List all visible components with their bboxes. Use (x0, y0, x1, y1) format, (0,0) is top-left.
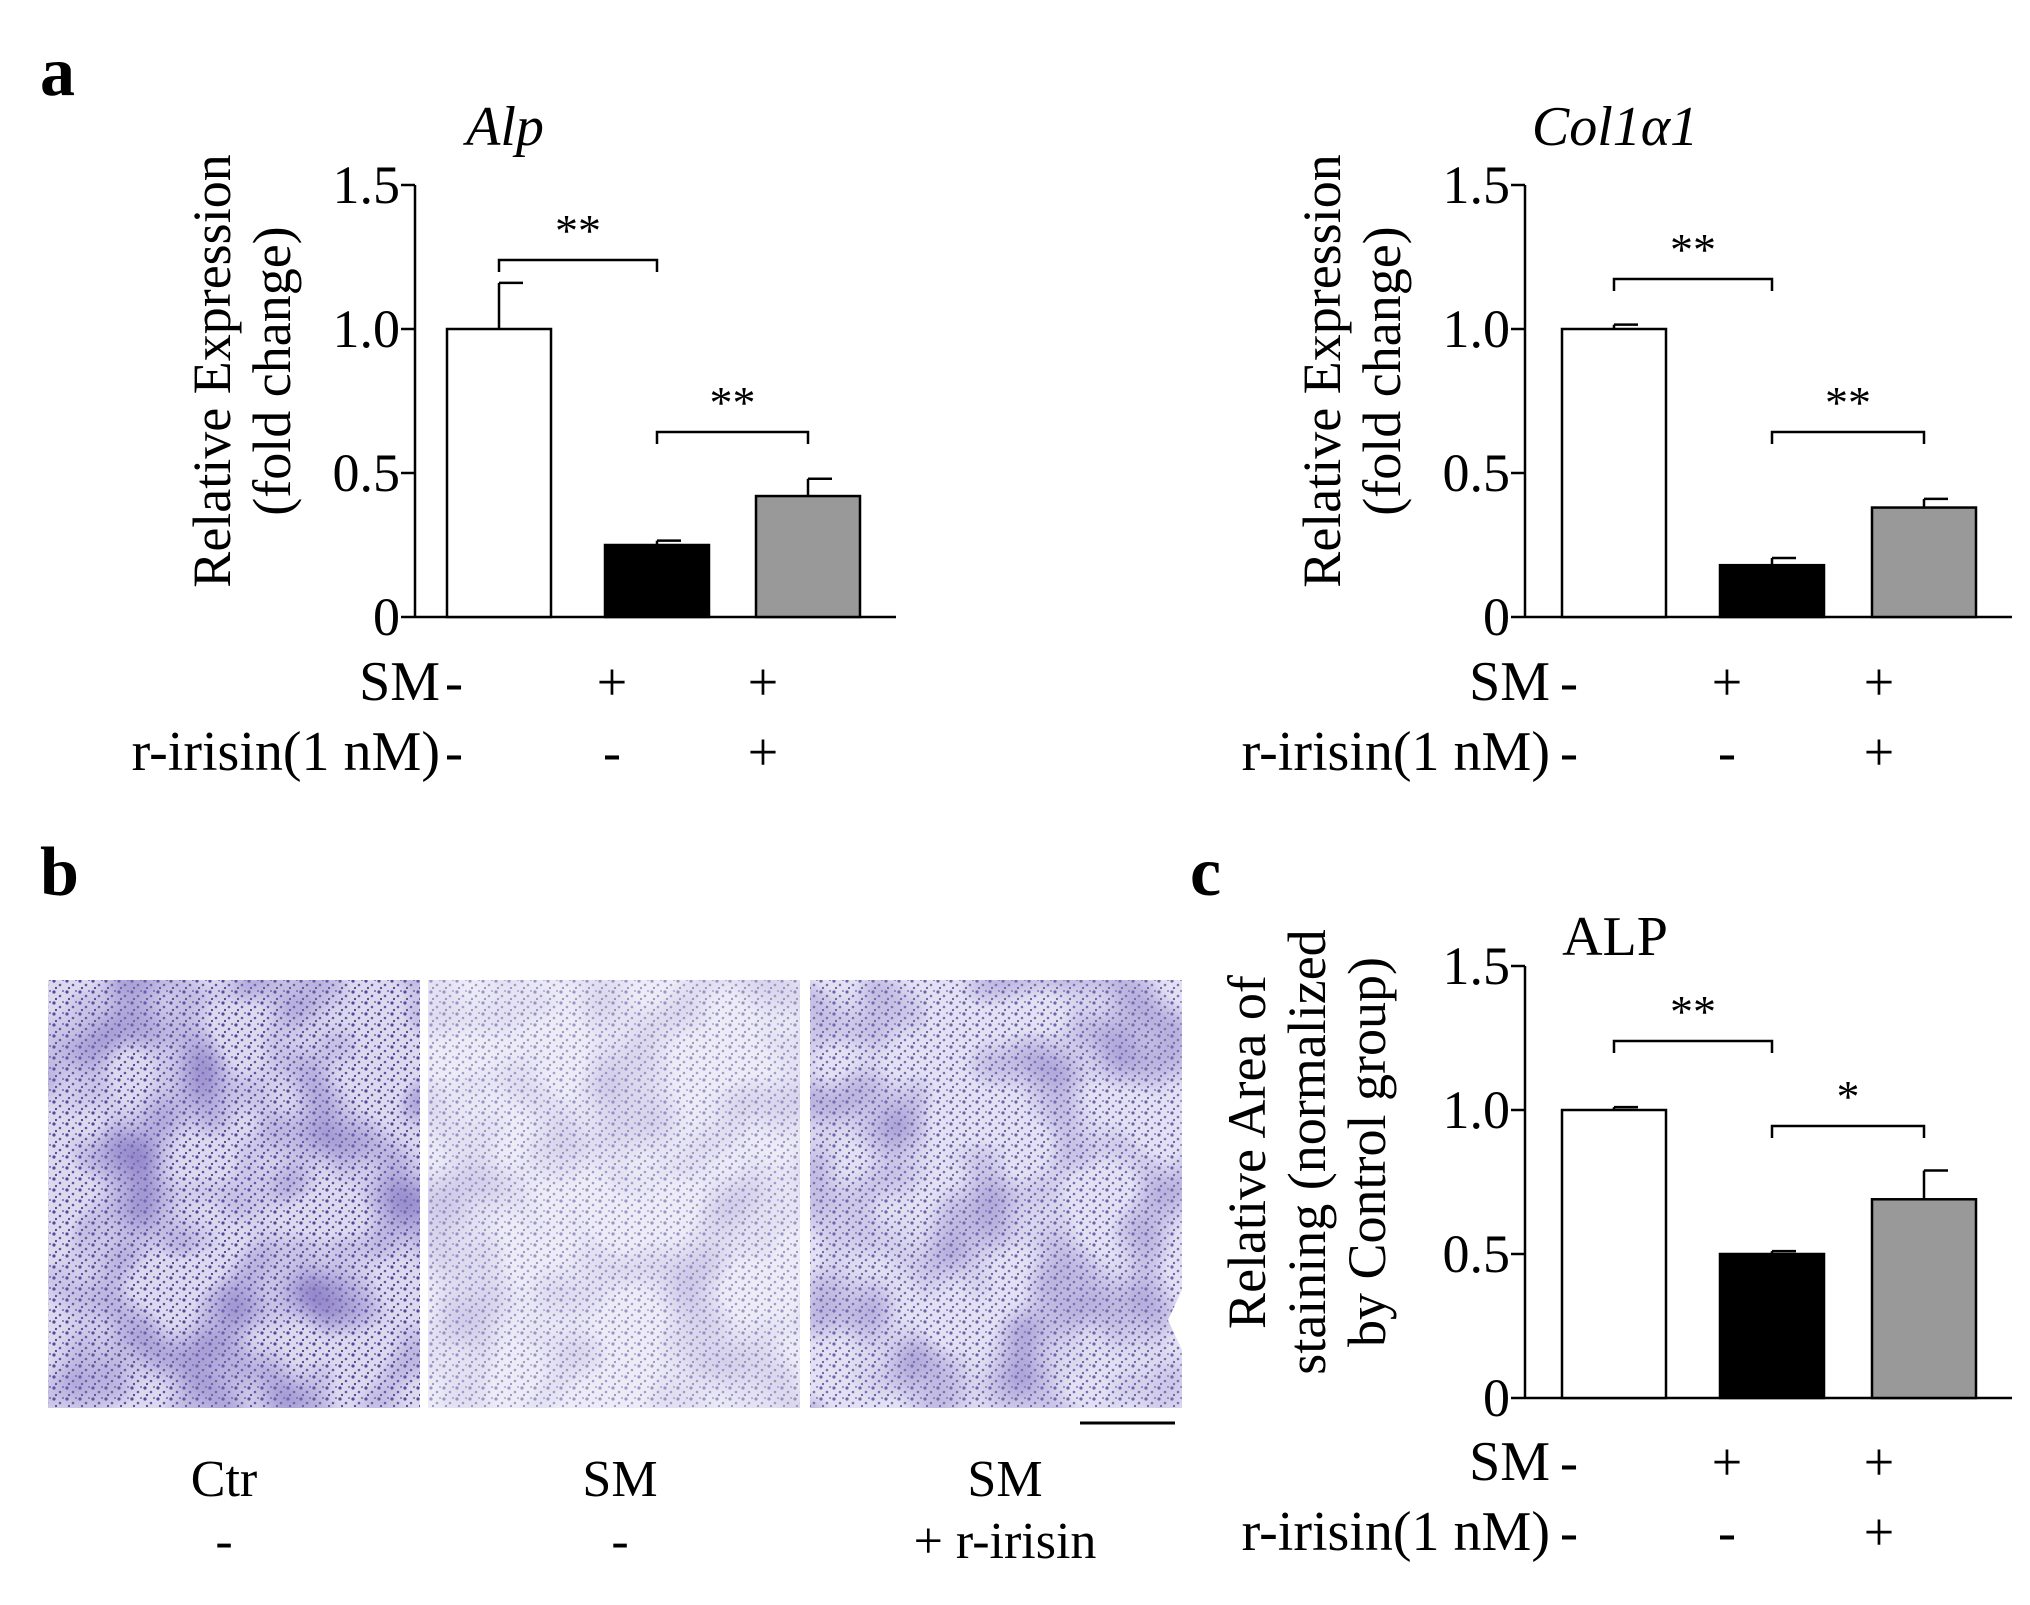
irisin-sign: - (445, 722, 463, 782)
sm-sign: + (597, 652, 627, 712)
image-caption-ctr: Ctr (191, 1451, 257, 1508)
chart-col1a1: 0 0.5 1.0 1.5 Col1α1 Relative Expression (fold… (1242, 96, 2012, 783)
y-axis-label: (fold change) (1352, 226, 1412, 515)
bar-sm-irisin (754, 494, 862, 619)
sm-sign: + (1712, 1432, 1742, 1492)
irisin-sign: - (1560, 1502, 1578, 1562)
image-caption-sm-irisin: SM (967, 1451, 1042, 1508)
irisin-sign: + (1864, 722, 1894, 782)
sm-sign: - (1560, 1432, 1578, 1492)
significance-label: ** (710, 377, 756, 428)
y-tick-label: 1.0 (1443, 1080, 1511, 1140)
row-label-irisin: r-irisin(1 nM) (1242, 1501, 1550, 1563)
bar-sm-irisin (1870, 1198, 1978, 1400)
y-axis-label: Relative Expression (1292, 154, 1352, 587)
image-sub-sm-irisin: + r-irisin (914, 1513, 1097, 1570)
bar-control (1560, 1108, 1668, 1400)
irisin-sign: - (1718, 722, 1736, 782)
panel-label-a: a (40, 34, 75, 111)
bar-control (445, 327, 553, 619)
image-caption-sm: SM (582, 1451, 657, 1508)
y-tick-label: 1.5 (333, 155, 401, 215)
y-tick-label: 0.5 (1443, 443, 1511, 503)
significance-label: ** (1825, 377, 1871, 428)
y-axis-label: (fold change) (242, 226, 302, 515)
chart-alp-staining: 0 0.5 1.0 1.5 ALP Relative Area of staining (n… (1217, 906, 2012, 1563)
significance-bracket (655, 430, 810, 444)
y-axis-label: Relative Area of (1217, 975, 1277, 1329)
staining-image-sm-irisin (810, 980, 1182, 1408)
chart-title: Col1α1 (1532, 96, 1698, 158)
significance-bracket (1612, 1039, 1774, 1053)
y-tick-label: 0 (1483, 1368, 1510, 1428)
staining-image-sm (428, 980, 800, 1408)
bar-sm (603, 543, 711, 619)
panel-label-c: c (1190, 834, 1221, 911)
chart-alp: 0 0.5 1.0 1.5 Alp Relative Expression (fold ch… (132, 96, 896, 783)
irisin-sign: - (1560, 722, 1578, 782)
sm-sign: + (1712, 652, 1742, 712)
sm-sign: - (1560, 652, 1578, 712)
chart-title: Alp (462, 96, 544, 158)
irisin-sign: + (748, 722, 778, 782)
significance-bracket (497, 258, 659, 272)
significance-label: ** (555, 205, 601, 256)
bar-control (1560, 327, 1668, 619)
y-tick-label: 1.0 (1443, 299, 1511, 359)
significance-label: ** (1670, 224, 1716, 275)
sm-sign: + (748, 652, 778, 712)
sm-sign: + (1864, 1432, 1894, 1492)
row-label-sm: SM (359, 651, 440, 713)
y-tick-label: 0.5 (1443, 1224, 1511, 1284)
y-tick-label: 0 (1483, 587, 1510, 647)
significance-label: * (1837, 1071, 1860, 1122)
bar-sm (1718, 1252, 1826, 1400)
sm-sign: - (445, 652, 463, 712)
y-axis-label: Relative Expression (182, 154, 242, 587)
row-label-sm: SM (1469, 651, 1550, 713)
significance-bracket (1770, 430, 1926, 444)
row-label-irisin: r-irisin(1 nM) (1242, 721, 1550, 783)
image-sub-ctr: - (215, 1513, 232, 1570)
row-label-irisin: r-irisin(1 nM) (132, 721, 440, 783)
y-axis-label: staining (normalized (1277, 929, 1337, 1374)
irisin-sign: - (1718, 1502, 1736, 1562)
significance-label: ** (1670, 986, 1716, 1037)
panel-label-b: b (40, 834, 79, 911)
sm-sign: + (1864, 652, 1894, 712)
y-tick-label: 1.5 (1443, 936, 1511, 996)
bar-sm-irisin (1870, 506, 1978, 619)
row-label-sm: SM (1469, 1431, 1550, 1493)
bar-sm (1718, 563, 1826, 619)
y-tick-label: 0 (373, 587, 400, 647)
irisin-sign: + (1864, 1502, 1894, 1562)
irisin-sign: - (603, 722, 621, 782)
y-tick-label: 0.5 (333, 443, 401, 503)
y-axis-label: by Control group) (1337, 957, 1397, 1347)
y-tick-label: 1.5 (1443, 155, 1511, 215)
chart-title: ALP (1562, 906, 1668, 968)
y-tick-label: 1.0 (333, 299, 401, 359)
image-sub-sm: - (611, 1513, 628, 1570)
significance-bracket (1770, 1124, 1926, 1138)
staining-image-ctr (48, 980, 420, 1408)
significance-bracket (1612, 277, 1774, 291)
